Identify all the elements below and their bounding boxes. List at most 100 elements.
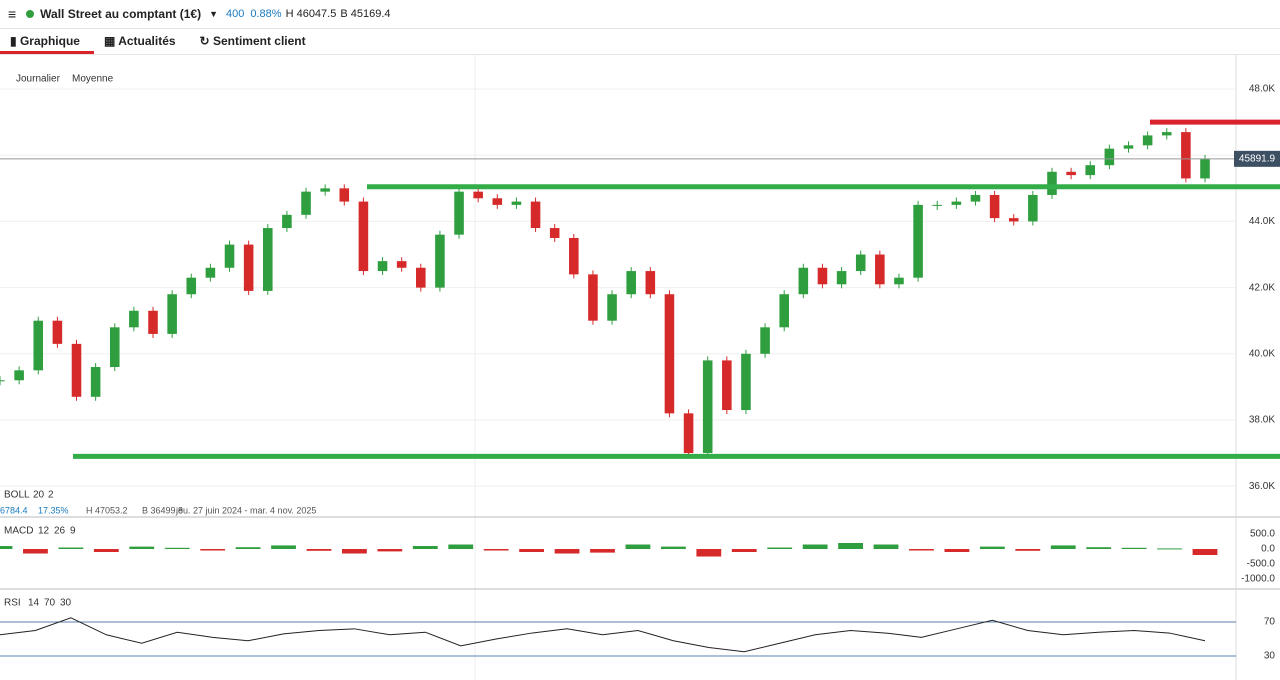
y-tick-label: -500.0 <box>1247 559 1276 570</box>
toolbar-item[interactable]: Moyenne <box>72 74 114 85</box>
candle <box>52 320 63 344</box>
histogram-bar <box>944 549 970 553</box>
candle <box>664 294 675 414</box>
candle <box>855 254 866 272</box>
candle <box>396 261 407 268</box>
candle <box>339 188 350 202</box>
candle <box>683 413 694 454</box>
low: B 45169.4 <box>340 8 391 20</box>
candle <box>205 267 216 278</box>
indicator-param: 20 <box>33 490 45 501</box>
y-tick-label: 30 <box>1264 651 1276 662</box>
last-price-label: 45891.9 <box>1239 153 1276 164</box>
histogram-bar <box>23 549 48 554</box>
candle <box>377 261 388 272</box>
candle <box>741 353 751 411</box>
menu-icon[interactable]: ≡ <box>8 6 17 22</box>
histogram-bar <box>342 549 367 554</box>
tab[interactable]: ▮ Graphique <box>0 29 94 54</box>
panel-title: MACD <box>4 526 33 537</box>
histogram-bar <box>731 549 757 553</box>
dropdown-caret[interactable]: ▼ <box>209 9 219 19</box>
candle <box>588 274 598 321</box>
histogram-bar <box>696 549 722 557</box>
candle <box>148 310 158 334</box>
tab-label: Actualités <box>118 34 176 48</box>
candle <box>817 267 828 285</box>
histogram-bar <box>802 544 828 550</box>
tab[interactable]: ▦ Actualités <box>103 34 176 48</box>
instrument-title[interactable]: Wall Street au comptant (1€) <box>40 7 202 21</box>
histogram-bar <box>0 546 13 550</box>
instrument-bar: ≡ Wall Street au comptant (1€) ▼ 400 0.8… <box>0 0 1280 29</box>
candle <box>1008 218 1019 222</box>
panel-param: 14 <box>28 598 40 609</box>
y-tick-label: -1000.0 <box>1241 574 1275 585</box>
histogram-bar <box>1015 549 1041 551</box>
histogram-bar <box>590 549 615 553</box>
chart: Journalier Moyenne 36.0K 38.0K 40.0K 42.0K 4… <box>0 55 1280 680</box>
histogram-bar <box>1121 547 1147 550</box>
histogram-bar <box>271 545 296 550</box>
histogram-bar <box>625 544 651 550</box>
candle <box>970 194 981 202</box>
candle <box>626 271 636 295</box>
y-tick-label: 42.0K <box>1249 282 1275 293</box>
panel-title: RSI <box>4 598 21 609</box>
candle <box>282 214 292 229</box>
histogram-bar <box>767 547 793 550</box>
candle <box>33 320 44 371</box>
indicator-stat: 17.35% <box>38 505 69 515</box>
histogram-bar <box>1192 549 1218 556</box>
histogram-bar <box>93 549 119 553</box>
candle <box>779 294 789 328</box>
histogram-bar <box>377 549 403 552</box>
candle <box>1047 171 1057 195</box>
candle <box>129 310 139 328</box>
candle <box>894 277 904 285</box>
candle <box>320 188 330 192</box>
tab-label: Sentiment client <box>212 34 306 48</box>
y-tick-label: 36.0K <box>1249 481 1275 492</box>
candle <box>549 228 560 238</box>
candle <box>875 254 885 285</box>
histogram-bar <box>909 549 934 551</box>
candle <box>1085 165 1096 176</box>
candle <box>14 370 24 381</box>
candle <box>435 234 445 288</box>
candle <box>511 201 522 205</box>
candle <box>607 294 617 321</box>
candle <box>262 228 273 291</box>
y-tick-label: 44.0K <box>1249 216 1275 227</box>
candle <box>243 244 254 291</box>
tab-bar: ▮ Graphique ▦ Actualités ↻ Sentiment cli… <box>0 29 1280 55</box>
candle <box>473 191 483 199</box>
last-price-box <box>1234 150 1280 167</box>
panel-param: 26 <box>54 526 66 537</box>
candle <box>186 277 197 295</box>
indicator-stat: B 36499.8 <box>142 505 183 515</box>
candle <box>932 204 943 206</box>
histogram-bar <box>554 549 580 554</box>
tab-label: Graphique <box>19 34 80 48</box>
candle <box>702 360 713 454</box>
candle <box>645 271 656 295</box>
histogram-bar <box>1086 547 1112 550</box>
panel-param: 9 <box>70 526 76 537</box>
histogram-bar <box>838 543 863 550</box>
tab[interactable]: ↻ Sentiment client <box>199 34 306 48</box>
toolbar-item[interactable]: Journalier <box>16 74 61 85</box>
candle <box>1142 135 1153 146</box>
indicator-stat: H 47053.2 <box>86 505 128 515</box>
rsi-line <box>0 617 1206 653</box>
histogram-bar <box>164 547 190 550</box>
y-tick-label: 500.0 <box>1250 529 1275 540</box>
candle <box>0 380 5 382</box>
y-tick-label: 40.0K <box>1249 348 1275 359</box>
candle <box>71 343 82 397</box>
histogram-bar <box>58 547 84 550</box>
histogram-bar <box>412 546 438 550</box>
y-tick-label: 38.0K <box>1249 415 1275 426</box>
candle <box>454 191 464 235</box>
histogram-bar <box>873 544 899 550</box>
